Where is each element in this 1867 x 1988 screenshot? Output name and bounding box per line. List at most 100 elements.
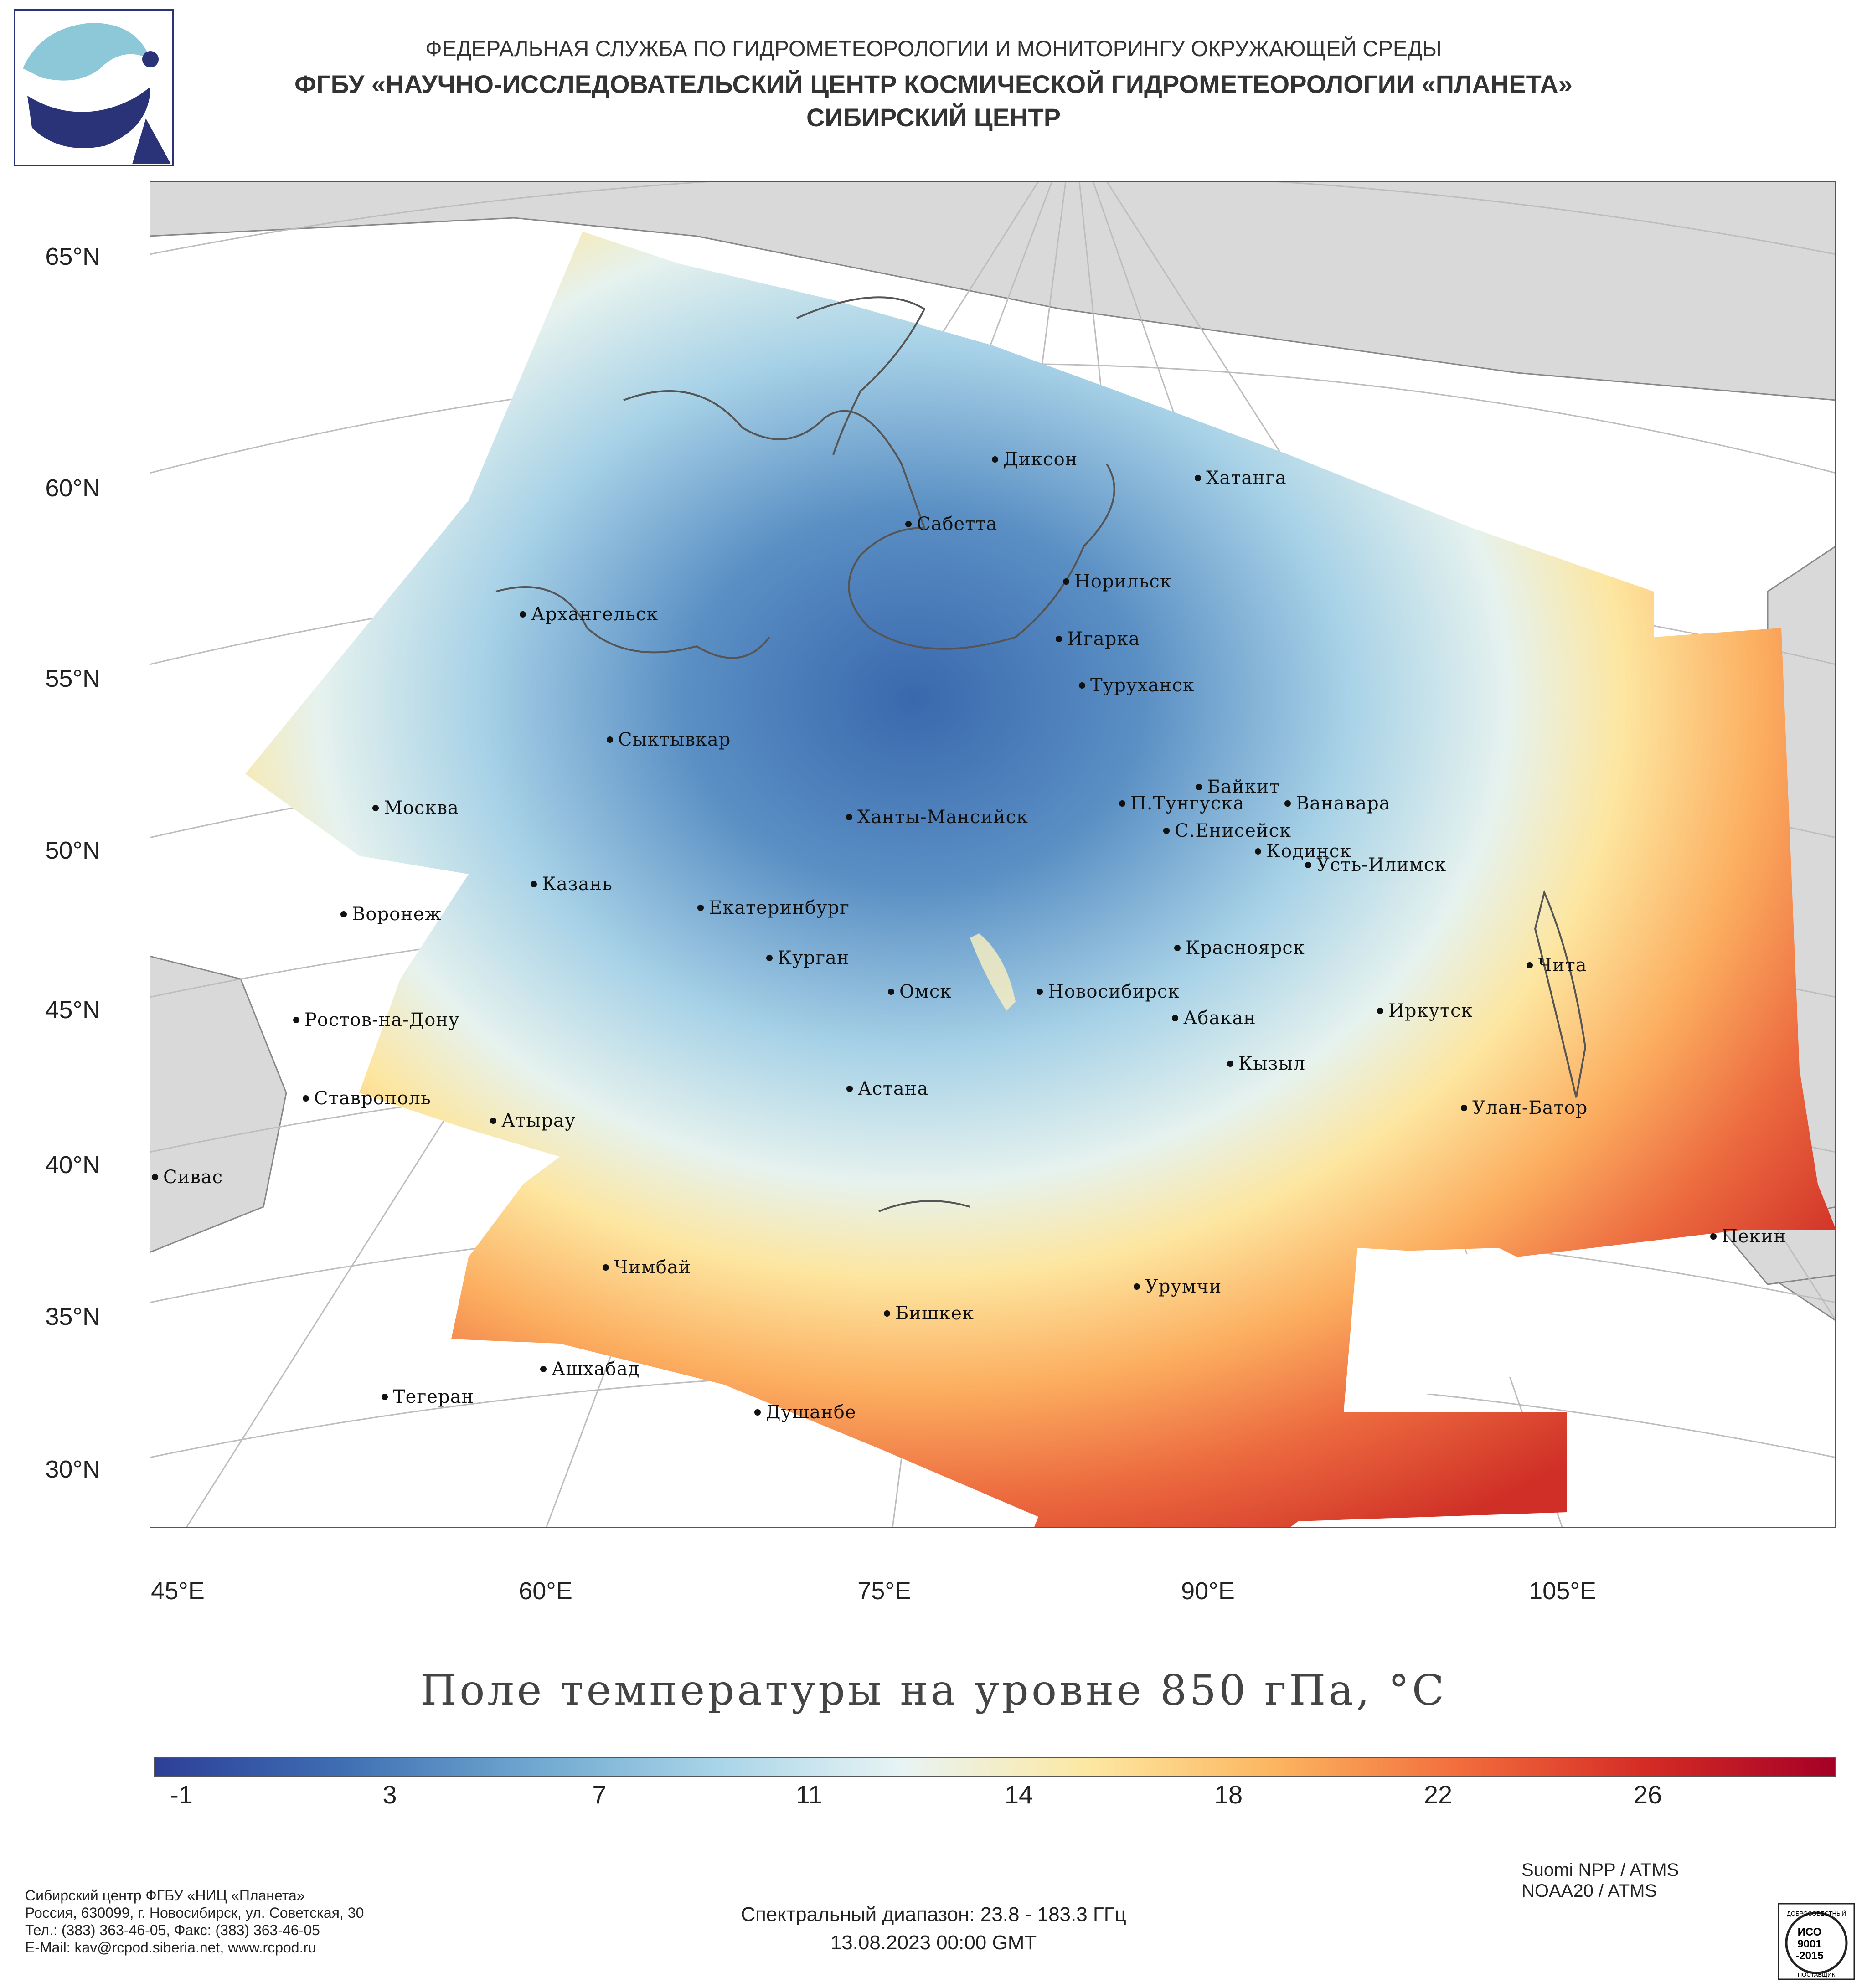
colorbar-label: -1 (170, 1780, 193, 1809)
city-label: Урумчи (1145, 1276, 1222, 1297)
city-label: Архангельск (531, 604, 658, 625)
city-dot (1377, 1008, 1383, 1014)
city-label: Ростов-на-Дону (304, 1009, 459, 1030)
city-label: Ставрополь (314, 1088, 431, 1109)
colorbar-label: 26 (1633, 1780, 1662, 1809)
iso-line2: 9001 (1797, 1938, 1821, 1950)
city-dot (697, 905, 704, 911)
map-title: Поле температуры на уровне 850 гПа, °C (420, 1666, 1447, 1715)
city-label: Ханты-Мансийск (857, 807, 1028, 828)
city-dot (490, 1118, 496, 1124)
city-label: Бишкек (895, 1303, 974, 1324)
city-dot (1195, 475, 1201, 481)
lon-label-75: 75°E (857, 1577, 911, 1605)
colorbar (154, 1757, 1836, 1777)
city-dot (766, 955, 773, 961)
header-agency: ФЕДЕРАЛЬНАЯ СЛУЖБА ПО ГИДРОМЕТЕОРОЛОГИИ … (425, 37, 1442, 61)
city-dot (1461, 1105, 1467, 1111)
lon-label-45: 45°E (151, 1577, 205, 1605)
city-dot (1305, 862, 1311, 868)
colorbar-label: 14 (1004, 1780, 1033, 1809)
footer-org: Сибирский центр ФГБУ «НИЦ «Планета» (25, 1887, 305, 1904)
city-label: Астана (858, 1078, 928, 1099)
city-dot (1063, 578, 1069, 585)
temperature-swath (245, 232, 1836, 1528)
city-dot (1172, 1015, 1178, 1021)
footer-phone: Тел.: (383) 363-46-05, Факс: (383) 363-4… (25, 1922, 320, 1938)
lat-label-35: 35°N (45, 1303, 100, 1330)
city-dot (293, 1017, 299, 1023)
city-dot (1196, 784, 1202, 790)
city-label: Ашхабад (552, 1359, 640, 1380)
city-dot (888, 989, 894, 995)
city-dot (607, 736, 613, 743)
city-label: Абакан (1183, 1008, 1256, 1029)
colorbar-label: 18 (1214, 1780, 1243, 1809)
city-dot (372, 805, 379, 811)
city-dot (340, 911, 347, 917)
city-dot (152, 1174, 158, 1180)
city-label: Красноярск (1186, 937, 1305, 958)
city-label: Душанбе (766, 1402, 856, 1423)
city-label: С.Енисейск (1175, 820, 1291, 841)
footer-spectral-info: Спектральный диапазон: 23.8 - 183.3 ГГц … (0, 1900, 1867, 1957)
lon-label-90: 90°E (1181, 1577, 1235, 1605)
city-label: Игарка (1067, 628, 1140, 649)
city-label: Казань (542, 874, 613, 895)
city-label: П.Тунгуска (1130, 793, 1244, 814)
footer-contacts: Сибирский центр ФГБУ «НИЦ «Планета» Росс… (25, 1887, 364, 1956)
lat-label-45: 45°N (45, 996, 100, 1024)
lat-label-30: 30°N (45, 1456, 100, 1483)
lat-label-65: 65°N (45, 243, 100, 270)
city-label: Диксон (1003, 449, 1078, 470)
city-dot (1284, 800, 1291, 807)
footer-address: Россия, 630099, г. Новосибирск, ул. Сове… (25, 1905, 364, 1921)
city-label: Тегеран (393, 1386, 474, 1407)
colorbar-label: 7 (592, 1780, 607, 1809)
spectral-range: Спектральный диапазон: 23.8 - 183.3 ГГц (741, 1903, 1126, 1926)
lon-label-60: 60°E (519, 1577, 572, 1605)
iso-line3: -2015 (1795, 1950, 1823, 1962)
city-label: Усть-Илимск (1316, 855, 1446, 876)
city-dot (520, 611, 526, 618)
city-markers: Диксон Хатанга Сабетта Норильск Архангельск И… (152, 449, 1786, 1423)
city-label: Норильск (1074, 571, 1172, 592)
city-dot (846, 814, 852, 820)
lat-label-50: 50°N (45, 837, 100, 864)
city-label: Сабетта (917, 514, 997, 535)
city-label: Сыктывкар (618, 729, 731, 750)
colorbar-label: 3 (382, 1780, 397, 1809)
city-label: Пекин (1722, 1226, 1786, 1247)
header-center: СИБИРСКИЙ ЦЕНТР (806, 103, 1061, 132)
footer-email: E-Mail: kav@rcpod.siberia.net, www.rcpod… (25, 1939, 316, 1956)
city-label: Омск (899, 981, 952, 1002)
city-label: Атырау (501, 1110, 576, 1131)
city-label: Иркутск (1388, 1000, 1473, 1021)
city-dot (1710, 1233, 1717, 1240)
city-dot (1174, 945, 1181, 951)
lon-label-105: 105°E (1529, 1577, 1596, 1605)
city-dot (1163, 828, 1170, 834)
city-dot (1056, 636, 1062, 642)
city-dot (846, 1086, 853, 1092)
iso-line1: ИСО (1798, 1926, 1822, 1938)
city-label: Байкит (1207, 777, 1280, 798)
city-label: Хатанга (1206, 468, 1287, 489)
instrument-1: Suomi NPP / ATMS (1521, 1860, 1679, 1880)
city-dot (754, 1409, 761, 1416)
city-dot (382, 1394, 388, 1400)
city-label: Чита (1538, 955, 1587, 976)
city-dot (303, 1095, 309, 1102)
iso-top-text: ДОБРОСОВЕСТНЫЙ (1787, 1910, 1846, 1917)
footer-instruments: Suomi NPP / ATMS NOAA20 / ATMS (1521, 1859, 1679, 1901)
city-label: Кызыл (1238, 1053, 1305, 1074)
city-label: Туруханск (1090, 675, 1195, 696)
city-dot (1119, 800, 1125, 807)
city-dot (1134, 1283, 1140, 1290)
colorbar-label: 11 (795, 1780, 823, 1809)
city-label: Кодинск (1266, 841, 1351, 862)
city-label: Москва (384, 798, 459, 819)
city-dot (1079, 682, 1085, 689)
datetime: 13.08.2023 00:00 GMT (830, 1931, 1037, 1954)
city-label: Улан-Батор (1472, 1097, 1588, 1118)
